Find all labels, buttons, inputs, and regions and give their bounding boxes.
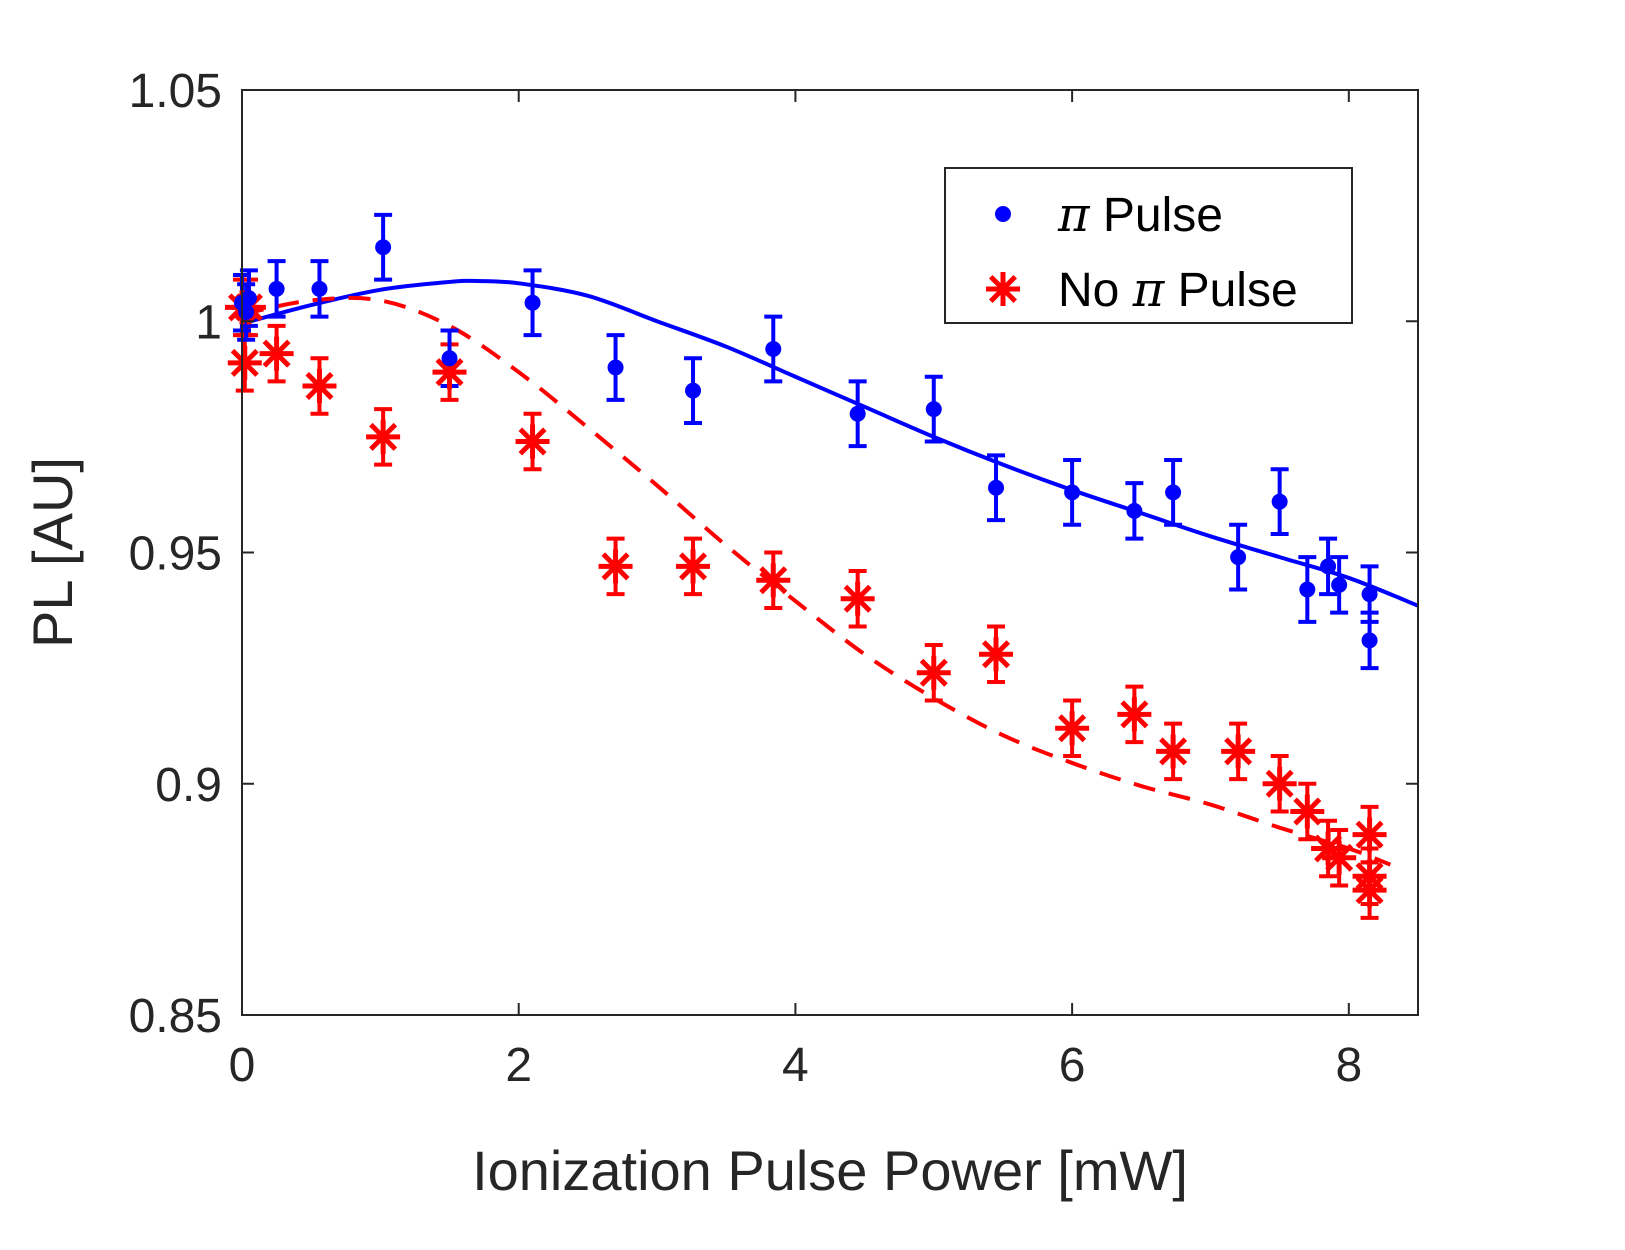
data-point-no-pi-pulse: [1352, 817, 1387, 852]
data-point-no-pi-pulse: [1352, 873, 1387, 908]
asterisk-stroke: [759, 566, 788, 595]
data-point-no-pi-pulse: [756, 563, 791, 598]
asterisk-stroke: [1224, 737, 1253, 766]
data-point-no-pi-pulse: [1117, 697, 1152, 732]
asterisk-stroke: [1120, 700, 1149, 729]
data-point-pi-pulse: [1271, 493, 1288, 510]
asterisk-stroke: [369, 422, 398, 451]
x-tick-label: 6: [1059, 1039, 1086, 1092]
legend-pi-symbol: π: [1057, 187, 1091, 243]
x-tick-label: 0: [229, 1039, 256, 1092]
data-point-pi-pulse: [1299, 581, 1316, 598]
legend-label-post: Pulse: [1164, 264, 1297, 317]
asterisk-stroke: [1293, 797, 1322, 826]
legend: π Pulse No π Pulse: [944, 167, 1353, 324]
asterisk-stroke: [1355, 820, 1384, 849]
data-point-pi-pulse: [988, 479, 1005, 496]
data-point-pi-pulse: [925, 401, 942, 418]
asterisk-stroke: [919, 658, 948, 687]
asterisk-stroke: [230, 348, 259, 377]
data-point-pi-pulse: [1361, 632, 1378, 649]
asterisk-stroke: [1265, 769, 1294, 798]
data-point-pi-pulse: [268, 280, 285, 297]
y-tick-label: 1: [195, 296, 222, 349]
data-point-no-pi-pulse: [840, 581, 875, 616]
asterisk-stroke: [518, 427, 547, 456]
data-point-pi-pulse: [311, 280, 328, 297]
legend-dot: [995, 206, 1011, 222]
y-tick-label: 0.85: [129, 990, 222, 1043]
data-point-no-pi-pulse: [1290, 794, 1325, 829]
data-point-pi-pulse: [765, 341, 782, 357]
data-point-no-pi-pulse: [259, 336, 294, 371]
x-axis-ticks: 0 2 4 6 8: [229, 90, 1362, 1092]
data-point-pi-pulse: [375, 239, 392, 256]
fit-curve-no-pi-pulse: [241, 295, 1392, 867]
legend-label-no-pi-pulse: No π Pulse: [1058, 262, 1298, 318]
data-point-no-pi-pulse: [227, 345, 262, 380]
data-point-no-pi-pulse: [1262, 766, 1297, 801]
legend-label-post: Pulse: [1090, 189, 1223, 242]
data-point-pi-pulse: [1230, 549, 1247, 566]
y-tick-label: 0.9: [155, 759, 222, 812]
data-point-pi-pulse: [1165, 484, 1182, 501]
data-point-pi-pulse: [240, 290, 257, 307]
x-tick-label: 8: [1335, 1039, 1362, 1092]
asterisk-stroke: [843, 584, 872, 613]
asterisk-stroke: [1058, 714, 1087, 743]
y-axis-ticks: 0.85 0.9 0.95 1 1.05: [129, 65, 1418, 1043]
data-point-pi-pulse: [441, 350, 458, 367]
data-point-no-pi-pulse: [515, 424, 550, 459]
legend-entry-no-pi-pulse: No π Pulse: [986, 262, 1298, 318]
data-point-no-pi-pulse: [1055, 711, 1090, 746]
asterisk-stroke: [1355, 876, 1384, 905]
asterisk-stroke: [435, 358, 464, 387]
asterisk-stroke: [679, 552, 708, 581]
asterisk-stroke: [988, 274, 1018, 304]
data-markers: [225, 239, 1387, 908]
data-point-no-pi-pulse: [366, 419, 401, 454]
legend-marker-asterisk: [986, 272, 1020, 306]
legend-label-pre: No: [1058, 264, 1133, 317]
asterisk-stroke: [1159, 737, 1188, 766]
data-point-no-pi-pulse: [1221, 734, 1256, 769]
data-point-no-pi-pulse: [1156, 734, 1191, 769]
y-tick-label: 0.95: [129, 528, 222, 581]
data-point-pi-pulse: [238, 304, 255, 320]
x-tick-label: 2: [505, 1039, 532, 1092]
data-point-no-pi-pulse: [979, 637, 1014, 672]
x-axis-label: Ionization Pulse Power [mW]: [472, 1139, 1188, 1202]
data-point-no-pi-pulse: [1322, 840, 1357, 875]
y-tick-label: 1.05: [129, 65, 222, 118]
data-point-pi-pulse: [1320, 558, 1337, 575]
data-point-no-pi-pulse: [916, 655, 951, 690]
data-point-no-pi-pulse: [302, 369, 337, 403]
data-point-pi-pulse: [1064, 484, 1081, 501]
data-point-pi-pulse: [849, 405, 866, 422]
fit-curves: [241, 278, 1419, 867]
fit-curve-pi-pulse: [241, 278, 1419, 608]
data-point-pi-pulse: [1331, 576, 1348, 593]
legend-pi-symbol: π: [1132, 262, 1166, 318]
data-point-pi-pulse: [685, 382, 702, 399]
legend-entry-pi-pulse: π Pulse: [995, 187, 1223, 243]
y-axis-label: PL [AU]: [21, 457, 84, 648]
asterisk-stroke: [601, 552, 630, 581]
data-point-no-pi-pulse: [598, 549, 633, 584]
data-point-pi-pulse: [1126, 502, 1143, 519]
data-point-pi-pulse: [524, 294, 541, 311]
legend-marker-dot: [995, 206, 1011, 222]
data-point-no-pi-pulse: [676, 549, 711, 584]
asterisk-stroke: [305, 371, 334, 401]
legend-asterisk: [986, 272, 1020, 306]
asterisk-stroke: [262, 339, 291, 368]
data-point-pi-pulse: [1361, 586, 1378, 603]
asterisk-stroke: [1325, 843, 1354, 872]
asterisk-stroke: [982, 640, 1011, 669]
x-tick-label: 4: [782, 1039, 809, 1092]
legend-label-pi-pulse: π Pulse: [1057, 187, 1223, 243]
data-point-pi-pulse: [607, 359, 624, 376]
